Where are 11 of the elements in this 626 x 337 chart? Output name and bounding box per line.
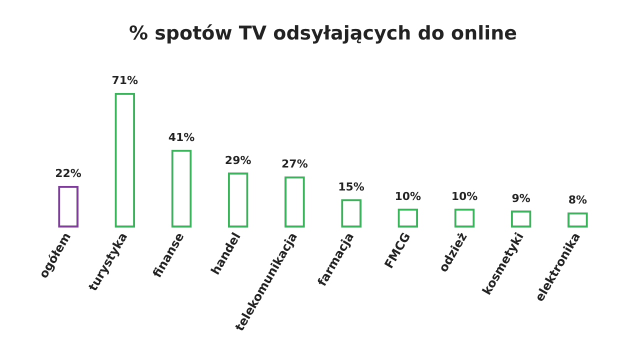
data-label: 22% <box>55 167 82 180</box>
data-label: 29% <box>224 154 252 167</box>
data-label: 27% <box>282 158 308 171</box>
data-label: 8% <box>568 194 588 207</box>
data-label: 10% <box>451 190 478 203</box>
data-label: 15% <box>338 180 364 194</box>
chart-title: % spotów TV odsyłających do online <box>128 22 518 44</box>
data-label: 9% <box>512 192 530 205</box>
data-label: 71% <box>112 74 138 88</box>
data-label: 10% <box>394 190 422 203</box>
data-label: 41% <box>168 131 195 144</box>
